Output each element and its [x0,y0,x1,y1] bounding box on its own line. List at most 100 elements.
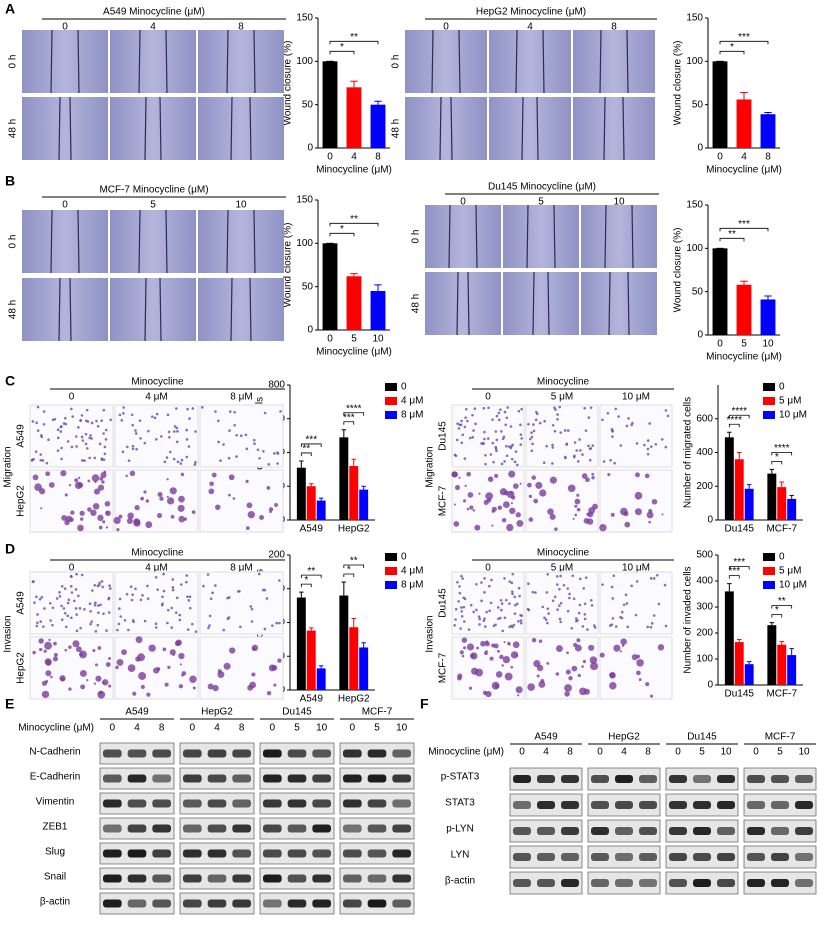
column-label: 5 μM [551,563,573,574]
legend-label: 8 μM [401,410,423,421]
blot-band [343,749,362,758]
cell [478,492,481,495]
legend-swatch [763,567,775,575]
cell [175,440,179,444]
error-bar [746,661,752,665]
cell [140,684,145,690]
cell [627,417,630,420]
row-label: 48 h [411,294,422,313]
blot-band [343,849,362,858]
cell [150,415,154,418]
cell [97,690,106,699]
cell [116,658,124,666]
y-tick-label: 150 [296,13,313,24]
cell [577,673,581,678]
cell [511,495,516,500]
cell [180,472,185,477]
cell [194,461,197,464]
cell [625,602,629,605]
error-bar [779,641,784,645]
bar [712,248,728,335]
y-axis-label: Number of invaded cells [683,566,694,673]
blot-band [287,799,307,808]
x-tick-label: 0 [717,152,723,163]
block-title: Minocycline [537,548,590,559]
cell [32,650,36,655]
micrograph [199,571,284,635]
cell [201,406,204,409]
y-tick-label: 0 [307,143,313,154]
cell [93,456,97,460]
cell [256,448,260,452]
cell [576,493,580,497]
cell [558,604,561,607]
cell [35,421,38,425]
cell [45,680,49,683]
cell [513,483,519,489]
cell [94,601,97,605]
cell [232,497,236,500]
significance-bracket [300,583,312,588]
cell [510,581,514,585]
cell [42,422,46,426]
cell [624,521,631,528]
cell [460,574,463,578]
blot-band [287,849,307,858]
cell [51,623,54,627]
blot-band [183,824,202,833]
cell [535,481,543,489]
bar [744,488,754,520]
cell [80,435,84,439]
blot-band [287,824,307,833]
cell [160,435,163,438]
cell [462,605,466,609]
cell [622,603,626,607]
protein-label: Vimentin [36,797,75,808]
cell [229,647,236,654]
cell [70,445,74,449]
cell [589,447,593,450]
cell [566,609,570,613]
wound-edge [138,29,141,94]
cell [519,443,523,446]
cell [482,690,488,695]
cell [169,487,177,495]
error-bar [740,280,748,285]
cell [60,446,63,450]
cell [531,475,537,480]
wound-edge [226,29,229,94]
cell [499,598,503,602]
blot-band [367,774,387,783]
cell [499,654,504,660]
wound-edge [165,29,168,94]
legend-label: 5 μM [779,396,801,407]
cell [66,601,70,605]
cell [40,595,44,599]
cell [619,444,623,447]
cell [635,580,639,583]
y-tick-label: 50 [692,99,704,110]
cell [91,589,94,592]
cell [517,586,521,590]
y-axis-label: Wound closure (%) [283,223,294,308]
cell [56,436,60,440]
cell [176,460,180,464]
cell [249,681,257,689]
cell [635,442,639,445]
cell [466,643,475,651]
cell [460,614,464,618]
blot-band [615,775,633,783]
cell [476,646,480,650]
cell [92,648,96,653]
cell [80,573,84,577]
cell [109,418,113,422]
cell [496,606,500,609]
blot-band [207,874,227,883]
significance-bracket [329,232,355,237]
y-tick-label: 200 [696,481,713,492]
cell [98,581,101,585]
cell [547,508,554,515]
cell [463,646,467,650]
error-bar [746,484,752,489]
cell [129,585,133,588]
